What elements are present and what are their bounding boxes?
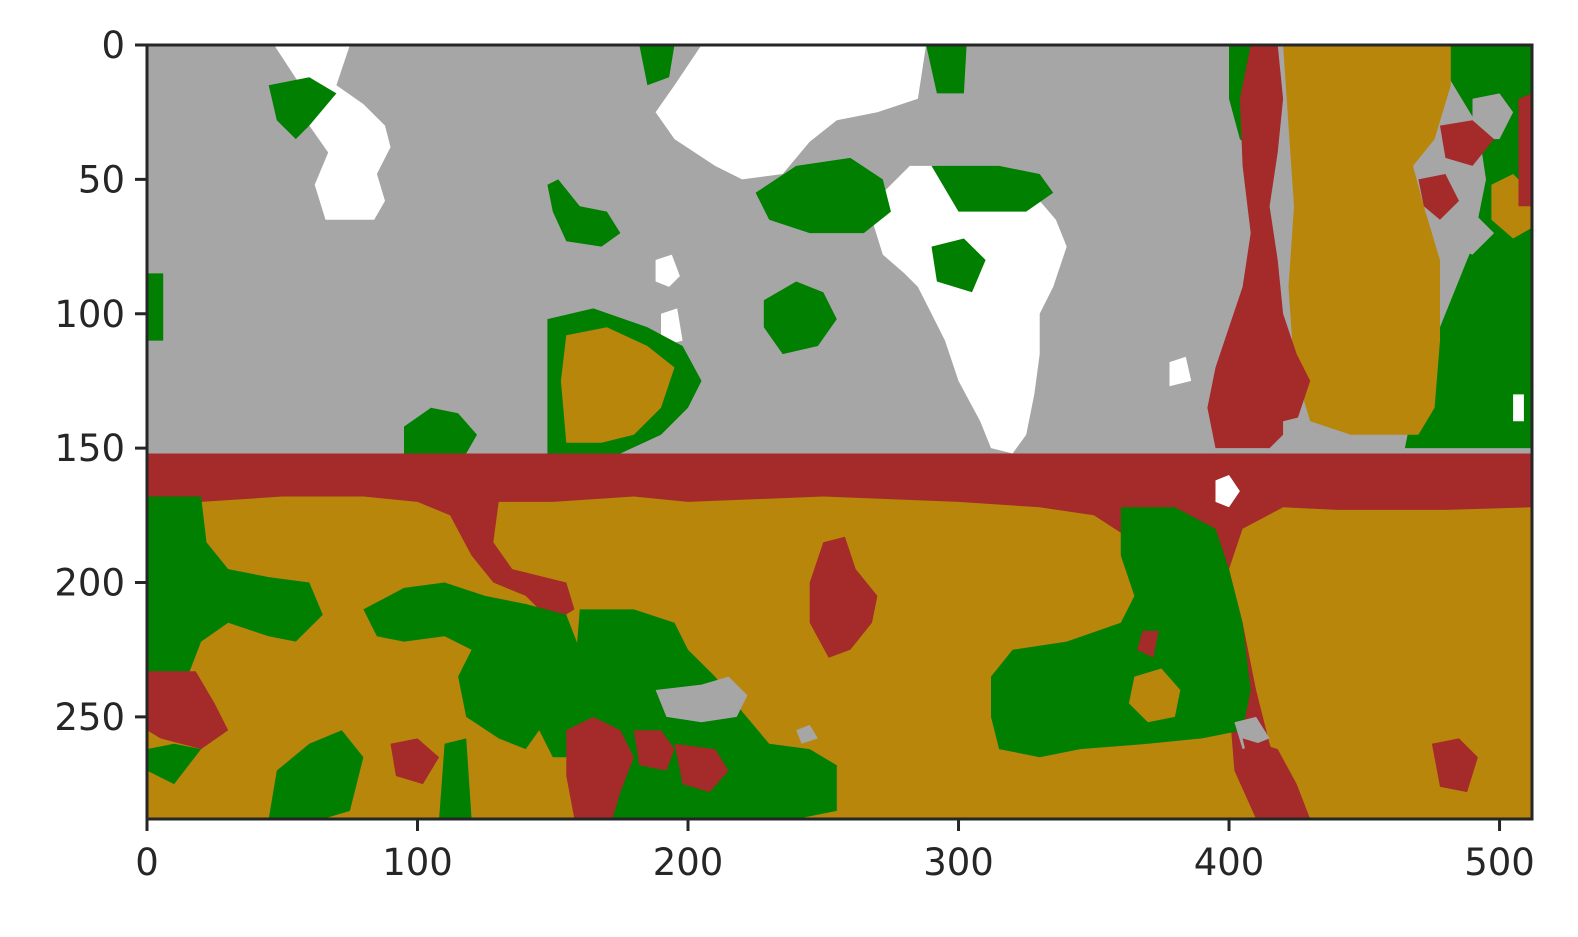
region-gray-30: [1283, 415, 1316, 443]
y-axis: 0 50 100 150 200 250: [54, 24, 147, 739]
x-tick-label-400: 400: [1194, 841, 1265, 884]
region-green-13: [931, 238, 986, 293]
region-green-39: [439, 738, 472, 819]
region-green-15: [763, 281, 837, 355]
region-green-48: [991, 507, 1251, 758]
region-red-52: [1242, 738, 1311, 819]
x-tick-label-0: 0: [135, 841, 159, 884]
region-red-26: [1440, 120, 1495, 166]
region-red-50: [1137, 630, 1159, 658]
x-tick-label-200: 200: [653, 841, 724, 884]
region-green-14: [547, 179, 621, 247]
region-green-12: [931, 165, 1054, 212]
region-red-42: [566, 716, 634, 819]
region-green-10: [926, 45, 967, 94]
heatmap-regions: [147, 45, 1532, 819]
y-tick-label-150: 150: [54, 427, 125, 470]
region-white-33: [1215, 475, 1240, 508]
region-gray-23: [1472, 93, 1514, 140]
region-red-53: [1431, 738, 1478, 793]
region-red-43: [633, 730, 675, 771]
region-green-18: [147, 273, 164, 341]
x-tick-label-500: 500: [1464, 841, 1535, 884]
region-red-28: [1518, 93, 1532, 207]
region-red-27: [1418, 174, 1459, 220]
region-red-44: [674, 743, 729, 793]
region-gray-51: [1234, 716, 1270, 750]
region-red-47: [809, 536, 878, 658]
region-green-8: [268, 77, 337, 140]
region-gray-45: [655, 676, 748, 723]
x-axis: 0 100 200 300 400 500: [135, 819, 1535, 884]
region-green-11: [755, 157, 891, 234]
region-gold-22: [1283, 45, 1451, 435]
region-gray-24: [1445, 211, 1495, 255]
region-gold-19: [560, 327, 675, 443]
region-gold-49: [1128, 668, 1181, 723]
region-white-7: [1169, 356, 1192, 387]
x-tick-label-100: 100: [382, 841, 453, 884]
region-white-4: [872, 165, 1067, 454]
region-white-5: [655, 254, 680, 287]
y-tick-label-0: 0: [101, 24, 125, 67]
y-tick-label-100: 100: [54, 293, 125, 336]
y-tick-label-50: 50: [78, 158, 125, 201]
region-green-36: [147, 743, 202, 785]
region-green-17: [404, 407, 477, 454]
y-tick-label-250: 250: [54, 696, 125, 739]
region-green-37: [268, 730, 364, 819]
region-white-6: [661, 308, 683, 346]
region-red-40: [390, 738, 440, 785]
x-tick-label-300: 300: [923, 841, 994, 884]
region-green-9: [639, 45, 675, 86]
region-red-35: [147, 671, 229, 750]
region-green-38: [363, 582, 586, 758]
region-white-31: [1513, 394, 1524, 422]
plot-frame: [145, 43, 1534, 821]
region-red-29: [1207, 45, 1311, 449]
region-gray-46: [796, 724, 818, 744]
y-tick-label-200: 200: [54, 562, 125, 605]
region-green-34: [147, 496, 323, 690]
region-white-3: [655, 45, 927, 180]
